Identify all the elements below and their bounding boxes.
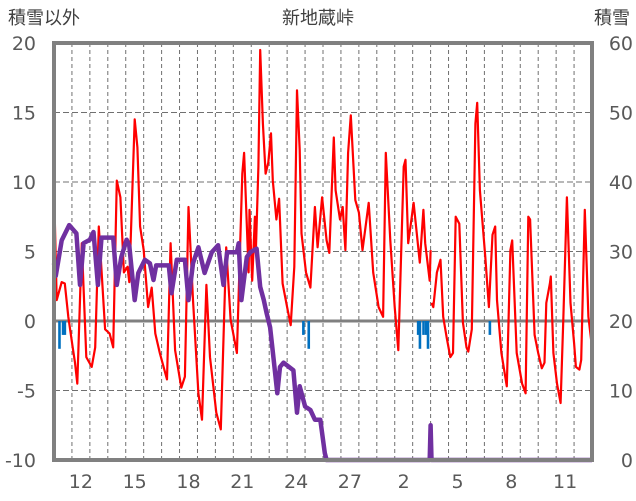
x-tick-label: 21 <box>230 471 254 493</box>
precip-bar <box>307 321 311 349</box>
x-tick-label: 11 <box>553 471 577 493</box>
precip-bar <box>488 321 492 335</box>
x-tick-label: 12 <box>69 471 93 493</box>
precip-bar <box>58 321 61 349</box>
right-tick-label: 0 <box>621 450 633 472</box>
plot-border <box>52 41 594 462</box>
left-tick-label: 0 <box>24 311 36 333</box>
x-tick-label: 5 <box>451 471 463 493</box>
precip-bar <box>61 321 65 335</box>
left-tick-label: 15 <box>12 103 36 125</box>
gridlines <box>54 43 592 460</box>
precip-bar <box>63 321 67 335</box>
right-tick-label: 40 <box>609 172 633 194</box>
left-tick-label: 5 <box>24 242 36 264</box>
right-tick-label: 60 <box>609 33 633 55</box>
x-tick-label: 8 <box>505 471 517 493</box>
x-tick-label: 18 <box>176 471 200 493</box>
precip-bar <box>418 321 422 349</box>
precip-bar <box>424 321 428 335</box>
temperature-line <box>52 48 594 431</box>
right-tick-label: 30 <box>609 242 633 264</box>
precip-bar <box>416 321 420 335</box>
x-tick-label: 27 <box>338 471 362 493</box>
precip-bars <box>58 321 492 349</box>
right-axis-title: 積雪 <box>594 8 630 29</box>
right-tick-label: 20 <box>609 311 633 333</box>
chart-title: 新地蔵峠 <box>282 8 354 29</box>
x-tick-label: 15 <box>123 471 147 493</box>
precip-bar <box>422 321 425 335</box>
right-tick-label: 10 <box>609 381 633 403</box>
left-tick-label: -10 <box>5 450 36 472</box>
snow_depth-line <box>51 222 592 463</box>
plot-frame <box>52 41 594 462</box>
x-tick-label: 2 <box>398 471 410 493</box>
right-axis-ticks: 60 50 40 30 20 10 0 <box>609 33 633 472</box>
left-axis-ticks: 20 15 10 5 0 -5 -10 <box>5 33 36 472</box>
x-tick-label: 24 <box>284 471 308 493</box>
right-tick-label: 50 <box>609 103 633 125</box>
precip-bar <box>302 321 305 335</box>
series-lines <box>51 48 594 463</box>
left-tick-label: 20 <box>12 33 36 55</box>
precip-bar <box>426 321 430 349</box>
left-tick-label: 10 <box>12 172 36 194</box>
x-axis-ticks: 12 15 18 21 24 27 2 5 8 11 <box>69 471 577 493</box>
left-axis-title: 積雪以外 <box>8 8 80 29</box>
left-tick-label: -5 <box>17 381 36 403</box>
